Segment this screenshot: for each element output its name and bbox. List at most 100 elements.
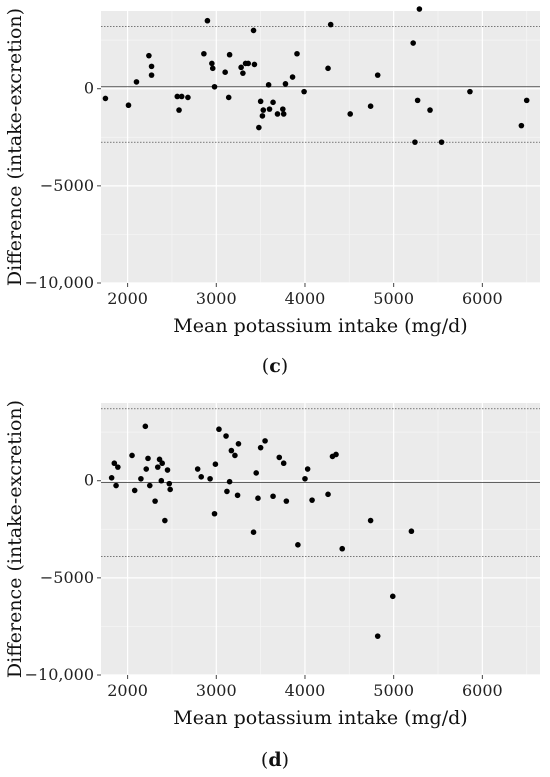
data-point: [274, 111, 281, 117]
data-point: [427, 107, 433, 113]
data-point: [207, 475, 213, 482]
panel-label-c: (c): [261, 355, 289, 377]
y-axis-label: Difference (intake-excretion): [4, 400, 26, 678]
data-point: [148, 63, 155, 70]
data-point: [301, 88, 307, 95]
panel-c: 2000 3000 4000 5000 6000 0 −5000 −10,000 Mean po…: [4, 6, 540, 377]
data-point: [327, 21, 334, 28]
data-point: [240, 70, 246, 76]
data-point: [209, 60, 215, 67]
data-point: [304, 466, 311, 472]
data-point: [225, 94, 232, 101]
data-point: [204, 17, 211, 24]
data-point: [302, 475, 308, 482]
data-point: [209, 65, 216, 72]
y-axis-label: Difference (intake-excretion): [4, 8, 26, 286]
data-point: [257, 444, 264, 451]
data-point: [245, 60, 252, 67]
plot-background: [101, 11, 540, 283]
data-point: [159, 460, 165, 467]
x-tick-label: 3000: [196, 289, 237, 308]
data-point: [111, 460, 118, 467]
data-point: [257, 98, 264, 105]
data-point: [255, 495, 261, 501]
data-point: [115, 464, 121, 470]
data-point: [178, 93, 185, 100]
data-point: [276, 454, 283, 461]
y-tick-label: 0: [84, 79, 94, 98]
data-point: [309, 497, 315, 503]
data-point: [265, 82, 272, 88]
data-point: [270, 493, 276, 500]
data-point: [143, 466, 150, 472]
data-point: [146, 52, 152, 59]
x-tick-label: 4000: [285, 681, 326, 700]
data-point: [259, 113, 266, 119]
data-point: [282, 81, 289, 87]
data-point: [211, 510, 218, 517]
y-tick-label: −10,000: [25, 665, 94, 684]
data-point: [125, 102, 132, 109]
data-point: [198, 474, 205, 480]
x-tick-label: 4000: [285, 289, 326, 308]
data-point: [256, 124, 262, 131]
y-tick-label: −5000: [40, 568, 94, 587]
data-point: [223, 433, 229, 439]
data-point: [152, 498, 158, 504]
data-point: [251, 61, 258, 68]
x-tick-label: 6000: [462, 681, 503, 700]
x-tick-label: 5000: [373, 289, 414, 308]
data-point: [325, 491, 331, 498]
data-point: [226, 51, 233, 58]
data-point: [234, 492, 241, 499]
data-point: [412, 139, 418, 145]
data-point: [148, 72, 155, 78]
data-point: [224, 488, 230, 495]
data-point: [374, 633, 381, 639]
data-point: [295, 542, 301, 548]
data-point: [523, 97, 530, 104]
data-point: [262, 438, 268, 444]
data-point: [167, 486, 173, 493]
data-point: [280, 111, 287, 117]
data-point: [266, 106, 273, 112]
data-point: [414, 97, 421, 104]
data-point: [250, 529, 257, 535]
data-point: [158, 477, 165, 484]
data-point: [238, 64, 244, 71]
data-point: [294, 50, 300, 57]
x-tick-label: 5000: [373, 681, 414, 700]
data-point: [250, 27, 257, 34]
panel-d: 2000 3000 4000 5000 6000 0 −5000 −10,000 Mean po…: [0, 392, 550, 777]
data-point: [222, 69, 228, 75]
data-point: [467, 88, 473, 95]
data-point: [176, 107, 182, 113]
data-point: [518, 122, 525, 129]
data-point: [138, 475, 144, 482]
data-point: [131, 487, 138, 494]
data-point: [367, 517, 374, 524]
x-tick-label: 2000: [107, 681, 148, 700]
x-tick-label: 3000: [196, 681, 237, 700]
data-point: [438, 139, 445, 145]
data-point: [174, 93, 181, 100]
data-point: [162, 517, 168, 524]
data-point: [333, 451, 339, 458]
y-tick-label: 0: [84, 471, 94, 490]
data-point: [133, 79, 140, 85]
data-point: [289, 74, 296, 80]
data-point: [194, 466, 201, 472]
data-point: [260, 107, 267, 113]
x-axis-label: Mean potassium intake (mg/d): [173, 707, 467, 729]
y-tick-label: −5000: [40, 176, 94, 195]
data-point: [270, 99, 276, 106]
data-point: [201, 50, 207, 57]
y-tick-label: −10,000: [25, 273, 94, 292]
data-point: [283, 498, 290, 504]
x-axis-label: Mean potassium intake (mg/d): [173, 315, 467, 337]
plot-background: [101, 403, 540, 675]
data-point: [280, 106, 286, 112]
data-point: [416, 6, 423, 12]
data-point: [232, 452, 238, 459]
data-point: [145, 455, 151, 462]
